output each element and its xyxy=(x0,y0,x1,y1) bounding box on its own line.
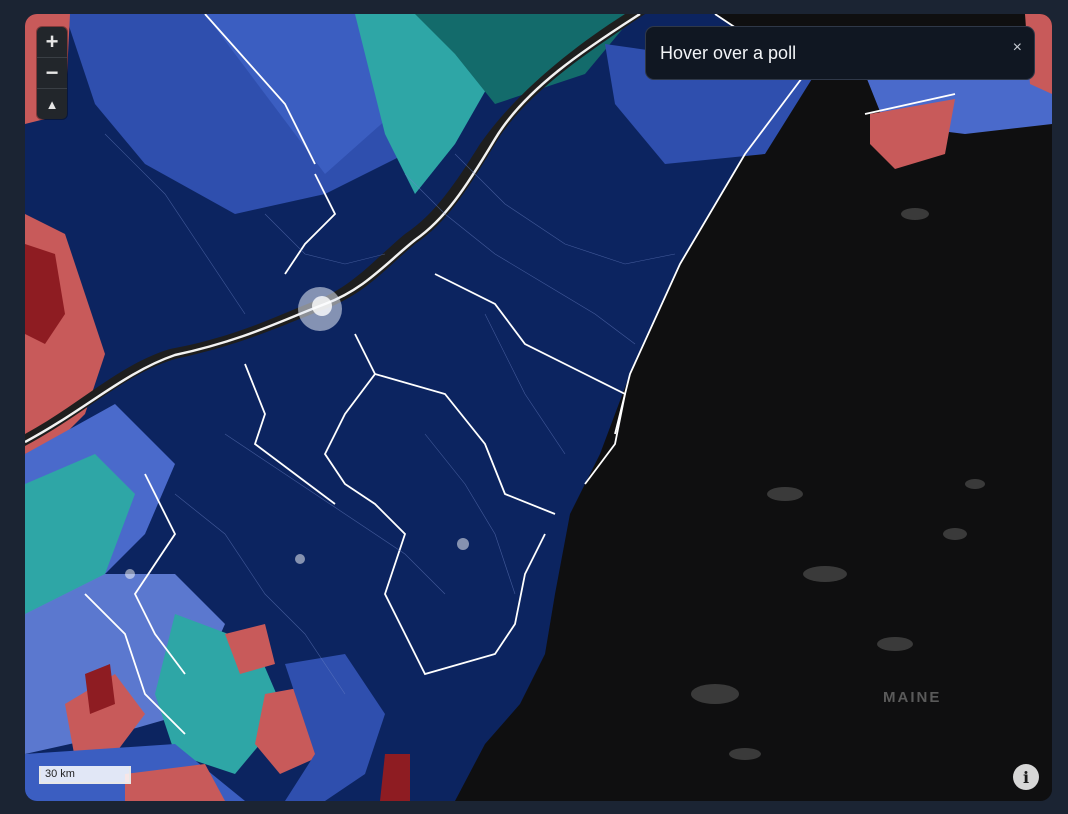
hover-panel-text: Hover over a poll xyxy=(660,42,797,63)
zoom-control: + − ▲ xyxy=(37,27,67,119)
region-dark-blue[interactable] xyxy=(25,14,805,801)
region-dark-red-southeast[interactable] xyxy=(380,754,410,801)
town-3[interactable] xyxy=(125,569,135,579)
region-blue-south[interactable] xyxy=(285,654,385,801)
map-canvas[interactable] xyxy=(25,14,1052,801)
region-teal-southwest[interactable] xyxy=(25,454,135,624)
lakes xyxy=(691,208,985,760)
close-icon[interactable]: × xyxy=(1012,39,1022,56)
region-northshore-red[interactable] xyxy=(870,99,955,169)
zoom-out-button[interactable]: − xyxy=(37,58,67,89)
scale-bar: 30 km xyxy=(39,766,131,784)
region-red-south-1[interactable] xyxy=(225,624,275,674)
compass-button[interactable]: ▲ xyxy=(45,96,59,112)
map-container[interactable]: + − ▲ Hover over a poll × MAINE 30 km i xyxy=(25,14,1052,801)
zoom-in-button[interactable]: + xyxy=(37,27,67,58)
poll-boundaries xyxy=(104,133,676,695)
state-label-maine: MAINE xyxy=(883,689,942,706)
region-red-south-3[interactable] xyxy=(65,674,145,759)
info-icon[interactable]: i xyxy=(1013,764,1039,790)
region-light-blue-north[interactable] xyxy=(205,14,415,174)
region-dark-teal-north[interactable] xyxy=(415,14,635,104)
region-red-southwest-corner[interactable] xyxy=(125,764,225,801)
region-dark-red-west[interactable] xyxy=(25,244,65,344)
hover-info-panel: Hover over a poll × xyxy=(645,26,1035,80)
region-dark-red-south[interactable] xyxy=(85,664,115,714)
town-2[interactable] xyxy=(295,554,305,564)
city-quebec-core[interactable] xyxy=(312,296,332,316)
town-1[interactable] xyxy=(457,538,469,550)
river-centerline xyxy=(25,14,641,444)
